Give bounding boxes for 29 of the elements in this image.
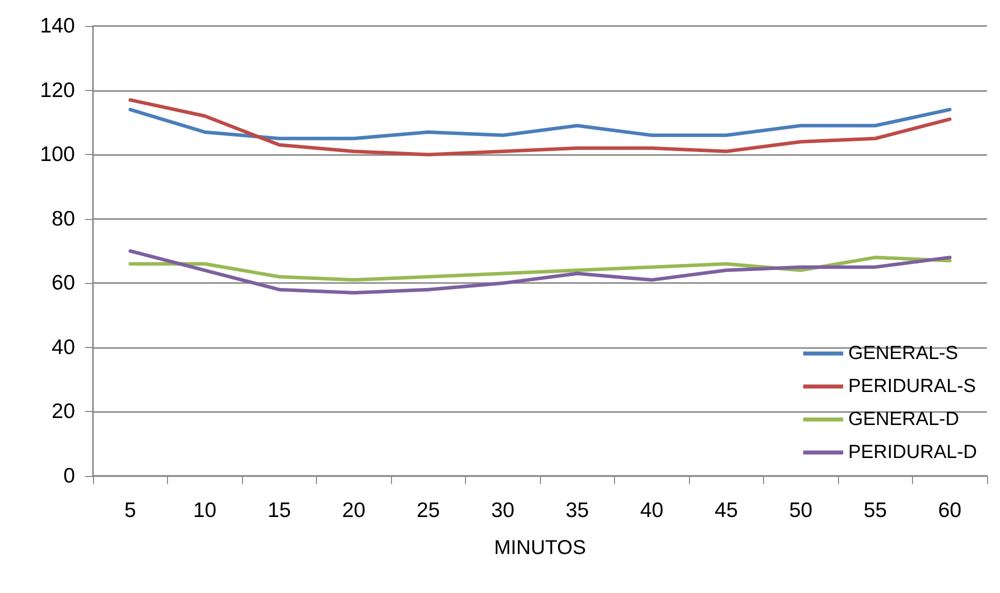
legend-label: PERIDURAL-S (848, 376, 976, 397)
y-tick-label: 80 (52, 207, 75, 230)
y-tick-label: 120 (40, 78, 75, 102)
x-tick-label: 60 (938, 499, 962, 522)
y-tick-label: 20 (52, 400, 75, 424)
x-axis-title: MINUTOS (494, 537, 586, 559)
x-tick-label: 35 (566, 499, 589, 522)
line-series (128, 108, 952, 140)
y-tick-label: 60 (52, 272, 75, 295)
x-tick-label: 55 (864, 499, 887, 522)
x-tick-label: 25 (416, 499, 440, 522)
x-tick-label: 45 (714, 499, 738, 522)
x-tick-label: 10 (193, 499, 216, 522)
y-tick-label: 40 (52, 336, 75, 359)
y-tick-label: 140 (40, 14, 75, 38)
line-series (128, 249, 952, 295)
legend-label: GENERAL-D (848, 409, 960, 430)
x-tick-label: 5 (124, 499, 136, 522)
x-tick-label: 20 (342, 499, 366, 522)
y-tick-label: 100 (40, 143, 75, 166)
x-tick-label: 50 (789, 499, 812, 522)
legend-label: GENERAL-S (848, 343, 958, 364)
x-tick-label: 30 (491, 499, 514, 522)
x-tick-label: 15 (268, 499, 291, 522)
line-series (128, 256, 952, 282)
legend-label: PERIDURAL-D (848, 442, 978, 463)
x-tick-label: 40 (640, 499, 664, 522)
y-tick-label: 0 (63, 464, 75, 488)
line-series (128, 98, 952, 156)
